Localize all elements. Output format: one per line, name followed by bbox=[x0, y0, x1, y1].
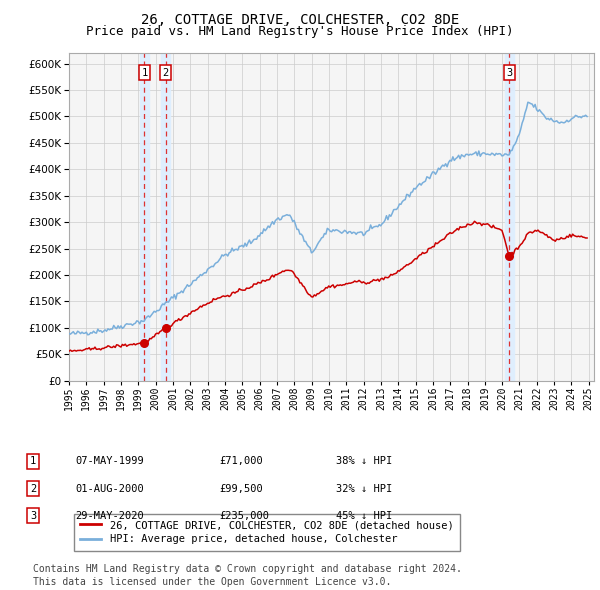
Text: 3: 3 bbox=[30, 511, 36, 520]
Text: 1: 1 bbox=[141, 68, 148, 78]
Text: 26, COTTAGE DRIVE, COLCHESTER, CO2 8DE: 26, COTTAGE DRIVE, COLCHESTER, CO2 8DE bbox=[141, 13, 459, 27]
Legend: 26, COTTAGE DRIVE, COLCHESTER, CO2 8DE (detached house), HPI: Average price, det: 26, COTTAGE DRIVE, COLCHESTER, CO2 8DE (… bbox=[74, 514, 460, 550]
Text: Price paid vs. HM Land Registry's House Price Index (HPI): Price paid vs. HM Land Registry's House … bbox=[86, 25, 514, 38]
Text: £71,000: £71,000 bbox=[219, 457, 263, 466]
Text: 45% ↓ HPI: 45% ↓ HPI bbox=[336, 511, 392, 520]
Bar bbox=[140, 53, 149, 381]
Text: 2: 2 bbox=[163, 68, 169, 78]
Text: 38% ↓ HPI: 38% ↓ HPI bbox=[336, 457, 392, 466]
Text: 01-AUG-2000: 01-AUG-2000 bbox=[75, 484, 144, 493]
Text: Contains HM Land Registry data © Crown copyright and database right 2024.
This d: Contains HM Land Registry data © Crown c… bbox=[33, 564, 462, 587]
Text: 32% ↓ HPI: 32% ↓ HPI bbox=[336, 484, 392, 493]
Text: 07-MAY-1999: 07-MAY-1999 bbox=[75, 457, 144, 466]
Text: 29-MAY-2020: 29-MAY-2020 bbox=[75, 511, 144, 520]
Text: 3: 3 bbox=[506, 68, 512, 78]
Text: £235,000: £235,000 bbox=[219, 511, 269, 520]
Text: 2: 2 bbox=[30, 484, 36, 493]
Text: 1: 1 bbox=[30, 457, 36, 466]
Bar bbox=[505, 53, 514, 381]
Text: £99,500: £99,500 bbox=[219, 484, 263, 493]
Bar bbox=[161, 53, 170, 381]
